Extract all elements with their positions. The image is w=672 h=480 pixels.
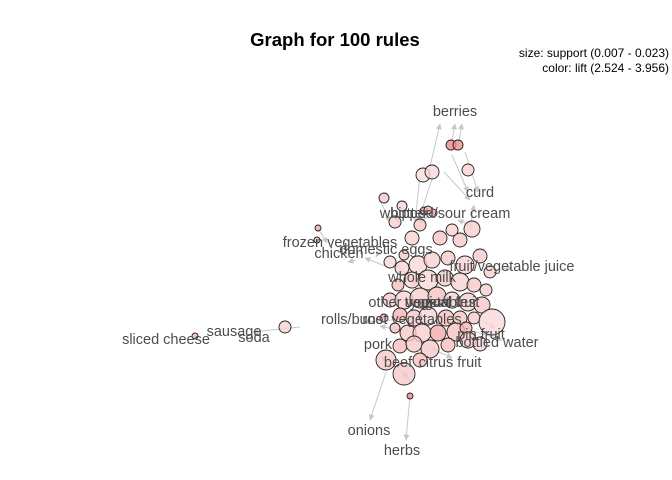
item-label: bottled water <box>455 335 538 351</box>
rule-node <box>463 220 481 238</box>
rule-node <box>379 313 389 323</box>
rule-node <box>392 338 408 354</box>
rule-node <box>440 337 456 353</box>
rule-node <box>423 251 441 269</box>
graph-title: Graph for 100 rules <box>250 29 420 50</box>
rule-edge <box>443 171 471 201</box>
rule-node <box>472 248 488 264</box>
item-label: tropical fruit <box>405 295 480 311</box>
item-label: sausage <box>207 324 262 340</box>
rule-node <box>452 232 468 248</box>
item-label: butter <box>390 206 427 222</box>
item-label: yogurt <box>410 295 450 311</box>
item-label: berries <box>433 104 477 120</box>
rule-node <box>440 250 456 266</box>
rule-edge <box>347 257 357 264</box>
rule-node <box>383 255 397 269</box>
item-label: onions <box>348 423 391 439</box>
item-label: soda <box>238 330 270 346</box>
item-label: root vegetables <box>362 312 461 328</box>
item-label: curd <box>466 185 494 201</box>
rule-node <box>378 192 390 204</box>
rule-node <box>473 296 491 314</box>
rule-nodes-layer <box>191 139 506 400</box>
item-label: pip fruit <box>457 327 505 343</box>
rule-node <box>404 230 420 246</box>
rule-edge <box>416 175 434 223</box>
rule-node <box>429 324 447 342</box>
rule-node <box>388 215 402 229</box>
item-label: rolls/buns <box>321 312 383 328</box>
rule-edge <box>469 329 503 342</box>
rule-node <box>314 224 322 232</box>
rule-node <box>478 308 506 336</box>
item-label: herbs <box>384 443 420 459</box>
rule-edge <box>412 175 421 223</box>
rule-node <box>472 336 488 352</box>
rule-node <box>396 200 408 212</box>
rule-node <box>413 218 427 232</box>
rule-node <box>278 320 292 334</box>
rule-node <box>479 283 493 297</box>
rule-node <box>452 139 464 151</box>
rule-node <box>418 306 438 326</box>
rule-node <box>389 322 401 334</box>
item-label: pork <box>364 337 393 353</box>
rule-node <box>483 265 497 279</box>
rule-node <box>391 278 405 292</box>
rule-edge <box>379 199 391 223</box>
rule-node <box>467 311 481 325</box>
rule-node <box>392 362 416 386</box>
item-label: frozen vegetables <box>283 235 397 251</box>
item-label: other vegetables <box>368 295 475 311</box>
rule-node <box>461 163 475 177</box>
rule-node <box>420 339 440 359</box>
rule-node <box>191 332 199 340</box>
item-label: fruit/vegetable juice <box>450 259 575 275</box>
rule-node <box>398 249 410 261</box>
item-label: whole milk <box>387 270 456 286</box>
item-label: chicken <box>314 246 363 262</box>
rule-node <box>445 223 459 237</box>
rule-edge <box>375 249 382 258</box>
rule-node <box>424 164 440 180</box>
rule-node <box>375 349 397 371</box>
rule-node <box>406 392 414 400</box>
item-label: citrus fruit <box>419 355 482 371</box>
item-label: domestic eggs <box>339 242 433 258</box>
rule-node <box>412 352 428 368</box>
item-label: sliced cheese <box>122 332 210 348</box>
rule-node <box>313 236 321 244</box>
rule-node <box>432 230 448 246</box>
rule-node <box>466 277 482 293</box>
rule-node <box>405 335 423 353</box>
item-label: whipped/sour cream <box>379 206 511 222</box>
item-label: beef <box>384 355 413 371</box>
legend-color: color: lift (2.524 - 3.956) <box>542 61 669 75</box>
rule-edge <box>403 395 411 441</box>
legend-size: size: support (0.007 - 0.023) <box>519 46 669 60</box>
rule-edge <box>368 371 387 421</box>
rule-edge <box>451 154 469 193</box>
rule-node <box>423 205 433 215</box>
rule-node <box>394 260 410 276</box>
rule-edge <box>252 326 301 335</box>
